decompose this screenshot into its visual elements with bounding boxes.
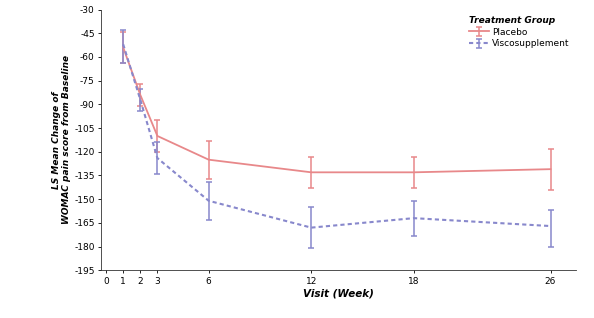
Legend: Placebo, Viscosupplement: Placebo, Viscosupplement xyxy=(467,14,571,50)
X-axis label: Visit (Week): Visit (Week) xyxy=(303,288,374,298)
Y-axis label: LS Mean Change of
WOMAC pain score from Baseline: LS Mean Change of WOMAC pain score from … xyxy=(52,55,71,225)
